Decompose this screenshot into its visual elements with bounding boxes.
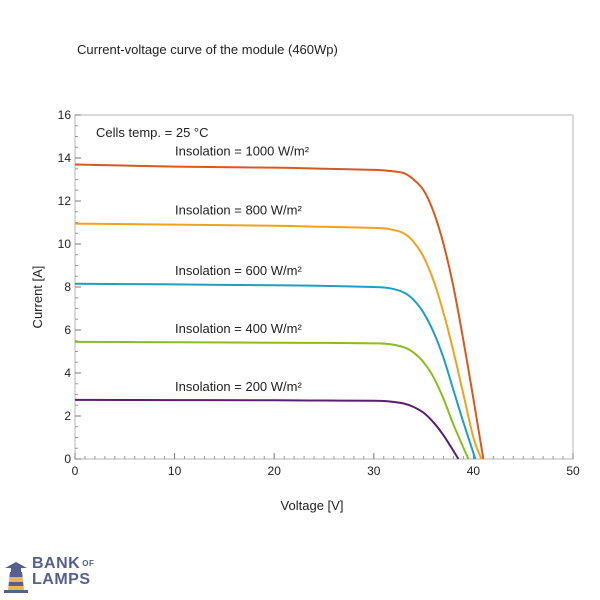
curves [74,163,485,460]
lighthouse-icon [4,562,28,593]
y-tick-label: 8 [64,280,71,294]
watermark-text: BANK OF LAMPS [32,556,94,588]
y-axis-label: Current [A] [30,266,45,329]
y-tick-label: 10 [58,237,72,251]
series-label-0: Insolation = 1000 W/m² [175,143,310,158]
series-label-4: Insolation = 200 W/m² [175,379,302,394]
x-tick-label: 50 [566,464,580,478]
watermark-line1: BANK [32,555,81,572]
series-line-2 [74,282,477,460]
x-tick-label: 40 [467,464,481,478]
x-tick-labels: 0 10 20 30 40 50 [72,464,580,478]
x-tick-label: 20 [268,464,282,478]
y-tick-label: 6 [64,323,71,337]
y-tick-label: 12 [58,194,72,208]
series-label-1: Insolation = 800 W/m² [175,203,302,218]
x-tick-label: 30 [367,464,381,478]
watermark-line2: LAMPS [32,571,91,588]
chart-title: Current-voltage curve of the module (460… [77,42,338,57]
x-tick-label: 0 [72,464,79,478]
annotation-cells-temp: Cells temp. = 25 °C [96,125,209,140]
x-axis-label: Voltage [V] [281,498,344,513]
series-label-2: Insolation = 600 W/m² [175,263,302,278]
y-tick-label: 4 [64,366,71,380]
series-line-1 [74,222,483,460]
y-tick-label: 2 [64,409,71,423]
series-line-0 [74,163,485,460]
series-label-3: Insolation = 400 W/m² [175,321,302,336]
curve-labels: Insolation = 1000 W/m² Insolation = 800 W… [175,143,310,393]
watermark-line1-suffix: OF [82,559,95,568]
series-line-3 [74,340,470,460]
y-tick-label: 14 [58,151,72,165]
minor-ticks [75,125,564,459]
y-tick-label: 16 [58,108,72,122]
y-tick-label: 0 [64,452,71,466]
watermark-logo: BANK OF LAMPS [2,556,112,596]
series-line-4 [74,398,460,460]
y-tick-labels: 0 2 4 6 8 10 12 14 16 [58,108,72,466]
x-tick-label: 10 [168,464,182,478]
